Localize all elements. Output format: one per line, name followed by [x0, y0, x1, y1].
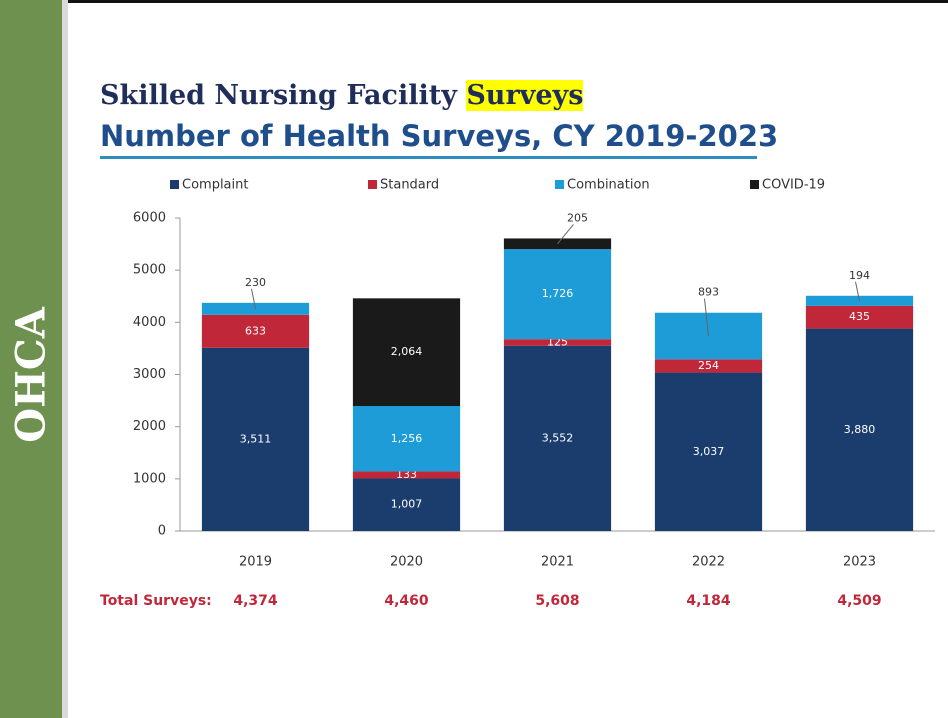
bar-segment — [352, 298, 461, 407]
title-rule — [100, 156, 757, 159]
leader-line — [855, 281, 860, 301]
bar-segment — [805, 305, 914, 329]
value-label: 205 — [567, 211, 588, 224]
legend-label: Combination — [567, 178, 650, 193]
heading: Skilled Nursing Facility Surveys — [100, 80, 584, 111]
value-label: 3,037 — [693, 445, 725, 458]
y-tick-label: 1000 — [133, 471, 166, 486]
chart-title: Number of Health Surveys, CY 2019-2023 — [100, 119, 778, 153]
value-label: 194 — [849, 269, 870, 282]
x-tick-label: 2021 — [541, 555, 574, 570]
x-tick-label: 2019 — [239, 555, 272, 570]
bar-segment — [654, 312, 763, 360]
side-bar — [0, 0, 68, 718]
y-tick-label: 4000 — [133, 315, 166, 330]
bar-segment — [352, 478, 461, 531]
value-label: 633 — [245, 324, 266, 337]
value-label: 1,726 — [542, 287, 574, 300]
value-label: 3,511 — [240, 432, 272, 445]
y-tick-label: 5000 — [133, 263, 166, 278]
bar-segment — [503, 345, 612, 531]
x-tick-label: 2022 — [692, 555, 725, 570]
legend-label: Complaint — [182, 178, 248, 193]
value-label: 254 — [698, 359, 719, 372]
y-tick-label: 3000 — [133, 367, 166, 382]
total-value: 4,460 — [384, 593, 429, 609]
legend-swatch — [750, 180, 759, 189]
y-tick-label: 2000 — [133, 419, 166, 434]
value-label: 2,064 — [391, 345, 423, 358]
legend-label: Standard — [380, 178, 439, 193]
legend-swatch — [368, 180, 377, 189]
bar-segment — [352, 471, 461, 479]
bar-segment — [654, 359, 763, 373]
legend-swatch — [555, 180, 564, 189]
bar-segment — [352, 406, 461, 472]
bar-segment — [503, 339, 612, 346]
total-value: 4,509 — [837, 593, 881, 609]
value-label: 1,256 — [391, 432, 423, 445]
heading-highlight: Surveys — [466, 80, 584, 111]
bar-segment — [201, 314, 310, 348]
top-rule — [68, 0, 948, 3]
total-label: Total Surveys: — [100, 593, 212, 609]
total-value: 4,374 — [233, 593, 278, 609]
value-label: 1,007 — [391, 498, 423, 511]
leader-line — [557, 224, 574, 245]
value-label: 3,552 — [542, 431, 574, 444]
total-value: 4,184 — [686, 593, 731, 609]
y-tick-label: 6000 — [133, 211, 166, 226]
legend-swatch — [170, 180, 179, 189]
x-tick-label: 2023 — [843, 555, 876, 570]
bar-segment — [503, 249, 612, 340]
value-label: 435 — [849, 310, 870, 323]
x-tick-label: 2020 — [390, 555, 423, 570]
y-tick-label: 0 — [158, 524, 166, 539]
total-value: 5,608 — [535, 593, 579, 609]
value-label: 893 — [698, 286, 719, 299]
leader-line — [704, 298, 709, 337]
bar-segment — [805, 328, 914, 531]
leader-line — [251, 288, 256, 309]
bar-segment — [654, 372, 763, 531]
value-label: 3,880 — [844, 423, 876, 436]
value-label: 230 — [245, 276, 266, 289]
bar-segment — [201, 347, 310, 531]
legend-label: COVID-19 — [762, 178, 825, 193]
heading-text: Skilled Nursing Facility — [100, 80, 457, 111]
